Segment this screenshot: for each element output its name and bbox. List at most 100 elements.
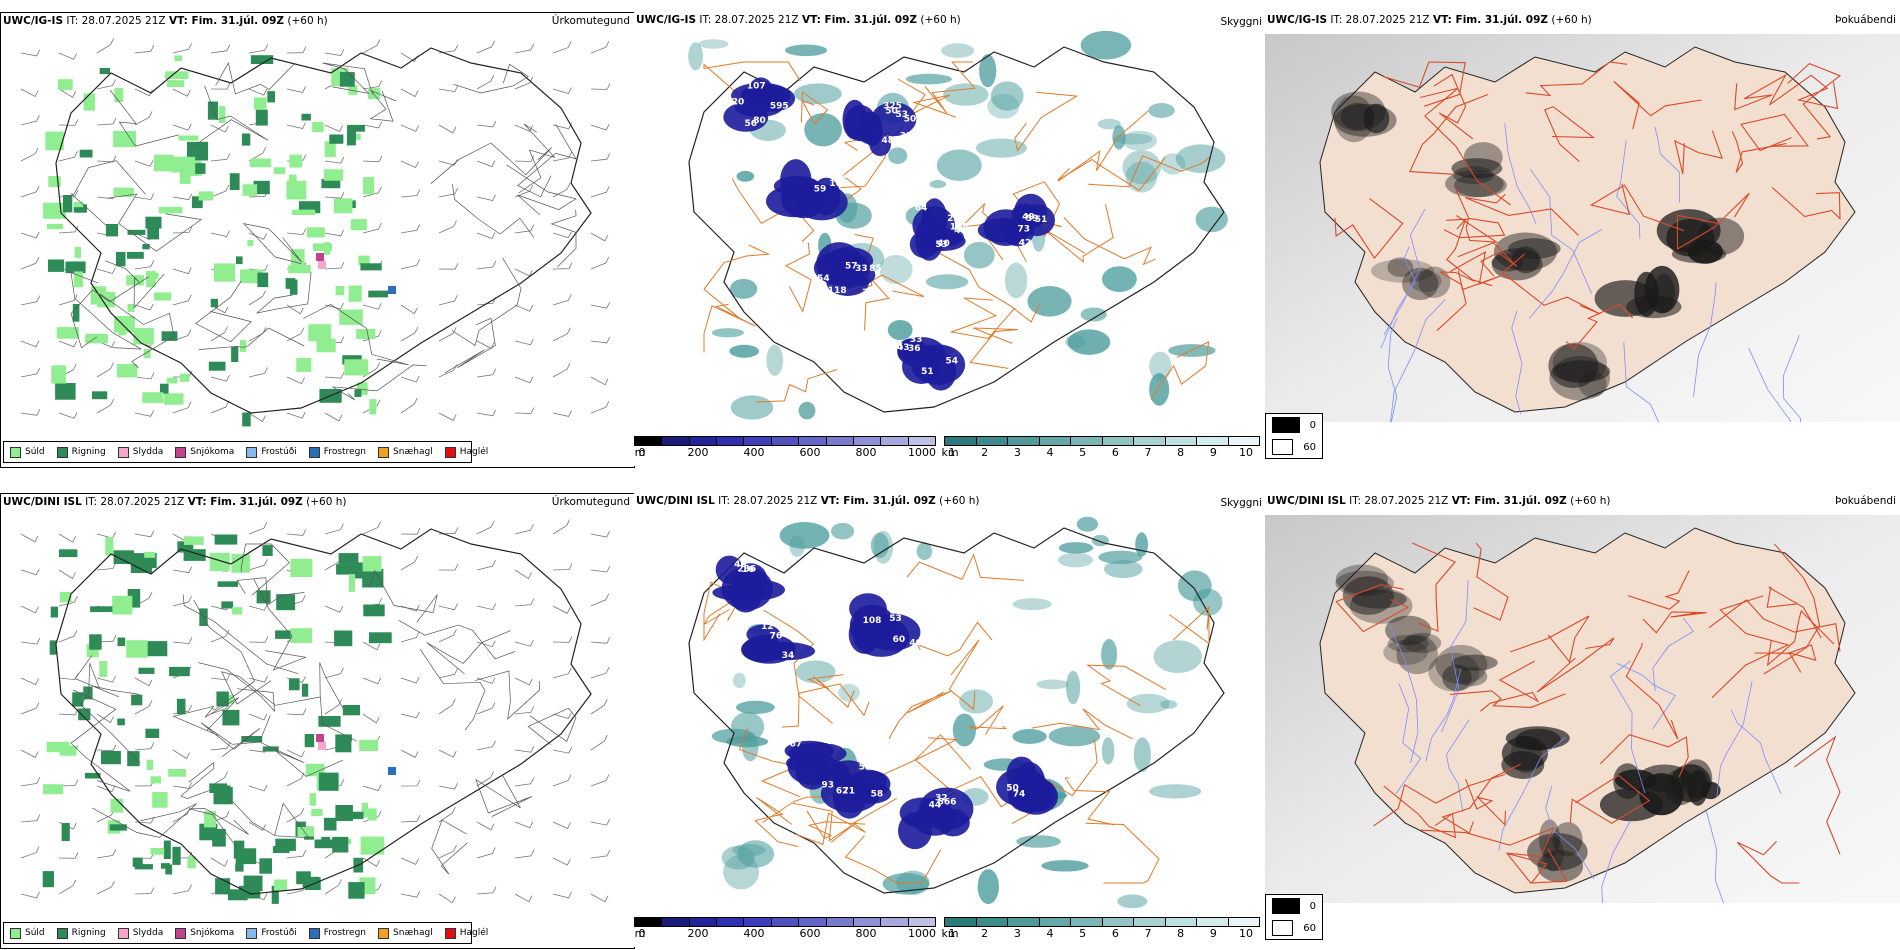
visibility-cell — [1149, 784, 1202, 799]
colorbar-tick: 0 — [638, 446, 646, 459]
wind-barb — [134, 530, 155, 538]
fog-cell — [1552, 342, 1607, 384]
wind-barb — [58, 52, 78, 60]
wind-barb — [552, 821, 571, 830]
fog-legend-row: 0 — [1266, 414, 1322, 436]
wind-barb — [324, 879, 342, 895]
wind-barb — [362, 521, 382, 535]
wind-barb — [134, 677, 153, 687]
wind-barb — [362, 121, 383, 129]
wind-barb — [58, 673, 79, 681]
wind-barb — [400, 891, 421, 898]
road — [444, 317, 496, 374]
wind-barb — [514, 777, 535, 787]
wind-barb — [134, 742, 155, 751]
precip-cell — [115, 251, 126, 267]
wind-barb — [248, 44, 269, 54]
precip-cell — [210, 298, 218, 308]
road — [703, 244, 771, 320]
precip-cell — [114, 316, 135, 333]
cloud-base-value: 44 — [828, 166, 841, 176]
cloud-base-value: 32 — [935, 794, 948, 804]
colorbar-tick: 9 — [1209, 927, 1217, 940]
precip-cell — [92, 391, 108, 400]
cloud-base-value: 71 — [843, 786, 856, 796]
precip-cell — [187, 141, 209, 161]
fog-cell — [1454, 173, 1507, 198]
precip-panel-top: UWC/IG-IS IT: 28.07.2025 21Z VT: Fim. 31… — [0, 12, 635, 468]
wind-barb — [20, 568, 40, 576]
road — [192, 85, 269, 148]
precip-cell — [85, 772, 101, 779]
precip-cell — [362, 556, 382, 572]
wind-barb — [514, 598, 535, 607]
colorbar-segment — [908, 437, 935, 445]
precip-cell — [308, 324, 332, 342]
colorbar-unit: km — [941, 446, 959, 459]
colorbar-segment — [1008, 437, 1040, 445]
fog-cell — [1681, 759, 1713, 799]
visibility-cell — [1175, 144, 1226, 173]
fog-cell — [1334, 95, 1374, 143]
road — [1420, 87, 1512, 206]
cloud-base-value: 108 — [863, 616, 882, 626]
precip-cell — [292, 209, 316, 215]
precip-cell — [350, 219, 367, 231]
cloud-base-value: 36 — [908, 344, 921, 354]
river — [1616, 140, 1641, 239]
road — [182, 594, 299, 675]
colorbar-segment — [689, 918, 718, 926]
wind-barb — [438, 85, 459, 93]
wind-barb — [58, 412, 78, 419]
legend-label: Súld — [25, 447, 45, 457]
road — [1627, 570, 1690, 610]
fog-cell — [1403, 632, 1442, 654]
wind-barb — [400, 676, 420, 684]
road — [1446, 215, 1499, 243]
precip-cell — [109, 824, 127, 831]
visibility-cell — [779, 522, 830, 549]
wind-barb — [590, 699, 608, 715]
wind-barb — [96, 117, 117, 126]
cloud-cell — [835, 260, 862, 289]
road — [1565, 303, 1633, 350]
river — [1782, 334, 1802, 422]
river — [1529, 168, 1592, 294]
road — [755, 369, 838, 403]
wind-barb — [20, 637, 41, 645]
fog-legend-row: 0 — [1266, 895, 1322, 917]
fog-legend-row: 60 — [1266, 917, 1322, 939]
visibility-cell — [1149, 373, 1170, 406]
road — [1589, 183, 1685, 232]
precip-cell — [267, 91, 275, 103]
road — [1793, 735, 1841, 855]
river — [1441, 580, 1469, 733]
road — [1420, 827, 1555, 858]
fog-legend: 0 60 — [1265, 413, 1323, 459]
visibility-cell — [905, 73, 952, 85]
visibility-cell — [975, 138, 1027, 158]
road — [1768, 74, 1839, 110]
wind-barb — [590, 232, 609, 242]
road — [844, 835, 942, 884]
precip-cell — [73, 201, 84, 208]
wind-barb — [134, 410, 155, 417]
colorbar-segment — [908, 918, 935, 926]
wind-barb — [362, 641, 381, 651]
visibility-cell — [1102, 266, 1137, 292]
cloud-base-value: 46 — [734, 560, 747, 570]
road — [1042, 204, 1114, 263]
precip-cell — [241, 736, 263, 743]
colorbar-segment — [689, 437, 718, 445]
road — [452, 184, 535, 238]
wind-barb — [58, 533, 77, 543]
cloud-cell — [795, 184, 848, 221]
precip-cell — [101, 751, 121, 765]
precip-cell — [388, 767, 396, 775]
precip-cell — [198, 191, 214, 201]
precip-cell — [79, 149, 93, 158]
road — [200, 722, 261, 757]
wind-barb — [400, 857, 420, 865]
wind-barb — [514, 849, 535, 859]
road — [888, 690, 953, 739]
